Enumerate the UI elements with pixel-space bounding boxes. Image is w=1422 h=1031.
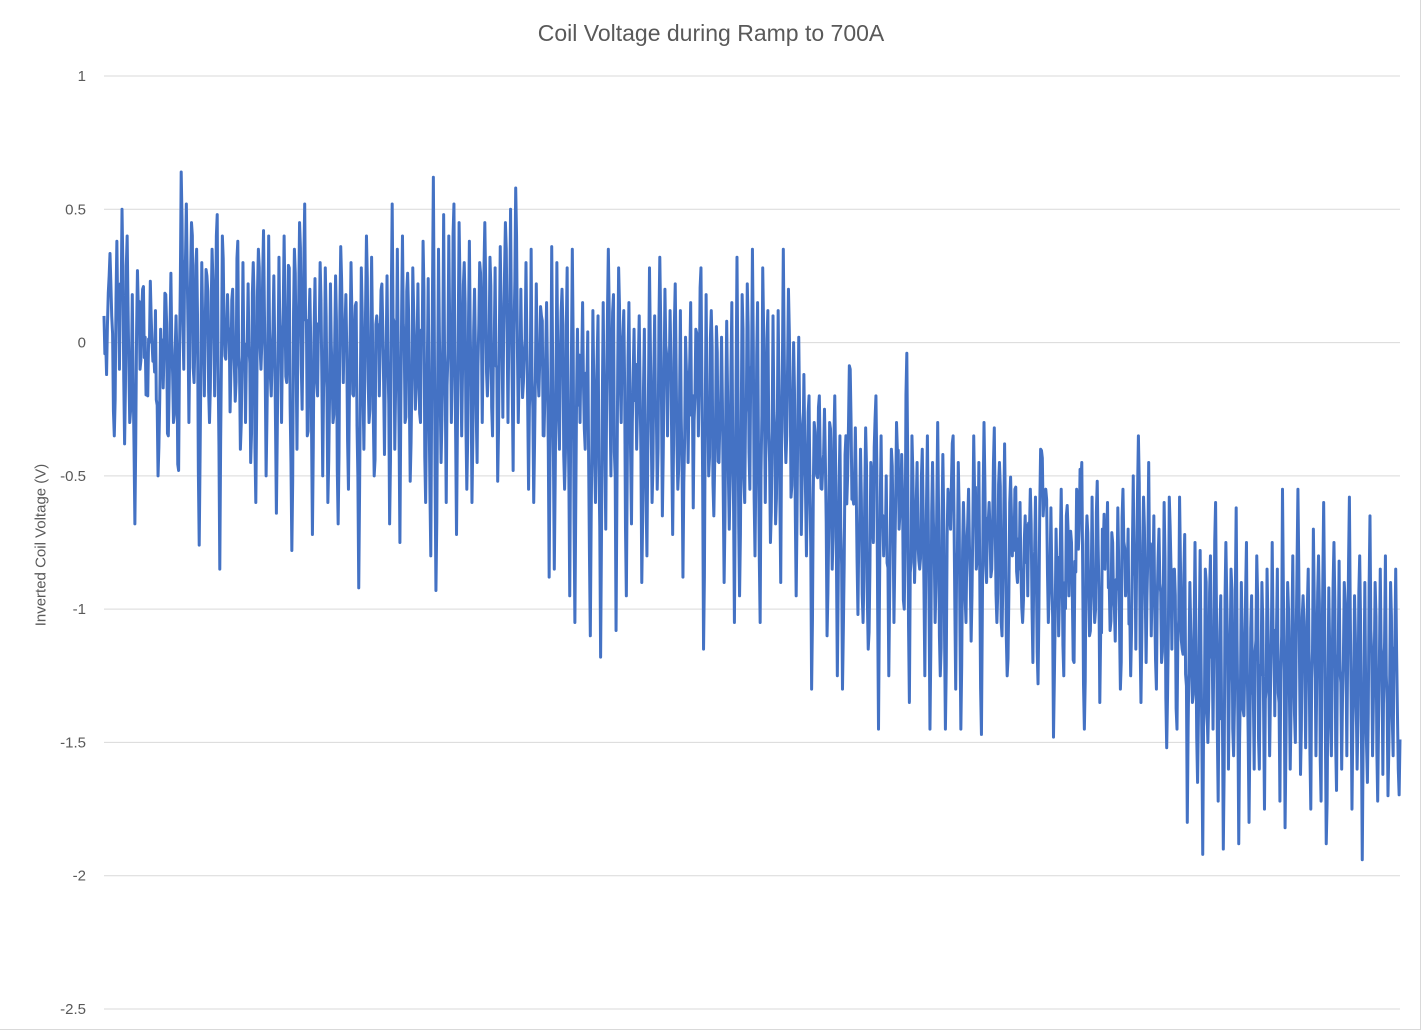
y-tick-label: -2.5 bbox=[60, 1001, 86, 1018]
series-line bbox=[102, 170, 1402, 862]
y-tick-label: -2 bbox=[73, 868, 86, 885]
chart-title: Coil Voltage during Ramp to 700A bbox=[537, 20, 885, 46]
y-tick-label: -1.5 bbox=[60, 734, 86, 751]
y-tick-label: -0.5 bbox=[60, 468, 86, 485]
y-tick-label: 0.5 bbox=[65, 201, 86, 218]
y-tick-label: 0 bbox=[78, 335, 86, 352]
y-tick-label: 1 bbox=[78, 68, 86, 85]
y-tick-label: -1 bbox=[73, 601, 86, 618]
